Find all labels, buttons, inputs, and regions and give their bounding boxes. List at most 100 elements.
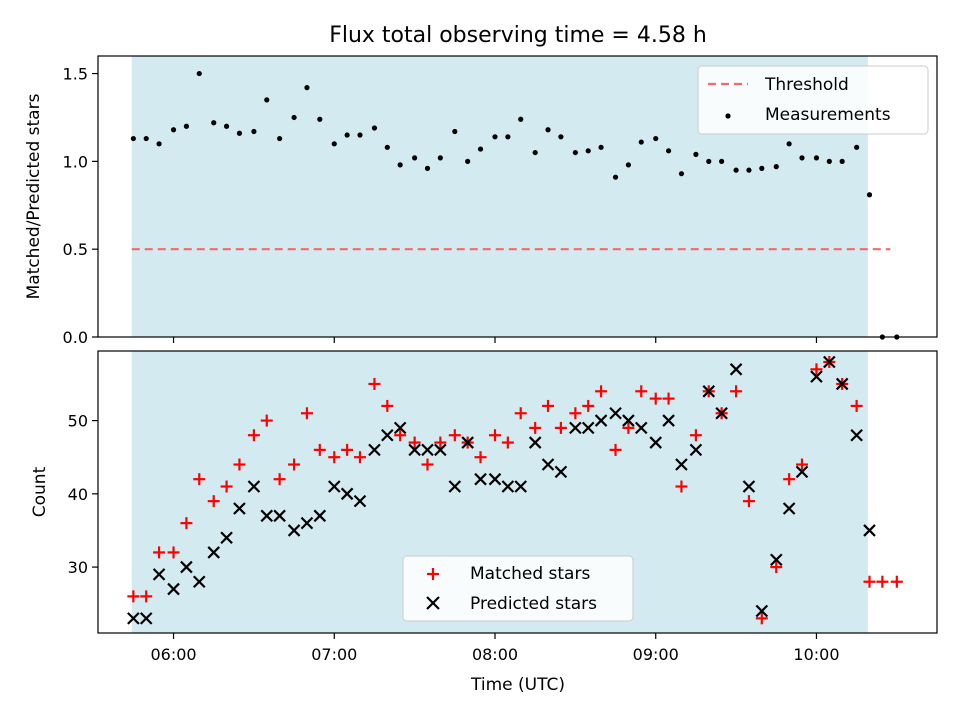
matched-star-marker (689, 429, 702, 442)
measurement-point (291, 114, 297, 121)
matched-star-marker (876, 575, 889, 588)
measurement-point (612, 174, 619, 180)
measurement-point (130, 135, 136, 142)
predicted-star-marker (180, 560, 193, 574)
top-ylabel: Matched/Predicted stars (24, 93, 44, 299)
predicted-star-marker (689, 443, 703, 457)
predicted-star-marker (273, 509, 286, 523)
bottom-xlabel: Time (UTC) (470, 675, 565, 695)
matched-star-marker (207, 495, 220, 508)
matched-star-marker (609, 443, 622, 456)
matched-star-marker (554, 421, 567, 434)
matched-star-marker (153, 546, 166, 559)
predicted-star-marker (662, 414, 675, 427)
predicted-star-marker (207, 546, 221, 559)
predicted-star-marker (192, 575, 206, 589)
measurement-point (251, 128, 257, 135)
predicted-star-marker (139, 612, 153, 625)
matched-star-marker (635, 385, 648, 398)
measurement-point (156, 141, 162, 147)
measurement-point (799, 155, 805, 161)
matched-star-marker (810, 363, 823, 376)
predicted-star-marker (340, 487, 354, 501)
matched-star-marker (850, 399, 863, 412)
matched-star-marker (448, 429, 461, 442)
matched-star-marker (529, 421, 542, 434)
legend-matched-swatch (427, 568, 439, 580)
bottom-xtick-label: 08:00 (472, 645, 518, 664)
measurement-point (344, 132, 350, 138)
matched-star-marker (595, 385, 608, 398)
predicted-star-marker (594, 414, 608, 427)
measurement-point (585, 148, 591, 154)
legend-measurement-swatch (725, 113, 731, 119)
predicted-star-marker (769, 553, 783, 567)
measurement-point (866, 192, 873, 198)
measurement-point (693, 151, 699, 157)
bottom-ytick-label: 40 (68, 485, 88, 504)
measurement-point (371, 125, 378, 131)
top-panel-frame (97, 55, 938, 338)
predicted-star-marker (554, 465, 568, 479)
predicted-star-marker (127, 612, 140, 625)
legend-predicted-label: Predicted stars (470, 594, 597, 614)
matched-star-marker (770, 561, 783, 574)
measurement-point (826, 158, 832, 164)
measurement-point (572, 149, 578, 156)
measurement-point (170, 127, 177, 133)
predicted-star-marker (729, 363, 743, 376)
matched-star-marker (300, 407, 313, 420)
measurement-point (437, 155, 443, 161)
measurement-point (733, 167, 739, 173)
predicted-star-marker (167, 582, 180, 596)
measurement-point (236, 130, 243, 136)
predicted-star-marker (835, 377, 849, 391)
predicted-star-marker (581, 421, 595, 435)
matched-star-marker (488, 429, 501, 442)
matched-star-marker (890, 575, 903, 588)
bottom-legend-box (402, 555, 634, 622)
measurement-point (264, 97, 270, 103)
measurement-point (545, 127, 551, 133)
measurement-point (357, 132, 363, 138)
predicted-star-marker (782, 502, 796, 515)
predicted-star-marker (287, 524, 301, 537)
predicted-star-marker (702, 385, 716, 398)
predicted-star-marker (609, 406, 622, 420)
predicted-star-marker (152, 568, 166, 581)
bottom-ytick-label: 30 (68, 558, 88, 577)
predicted-star-marker (300, 516, 314, 530)
predicted-star-marker (634, 421, 648, 435)
matched-star-marker (353, 451, 366, 464)
measurement-point (304, 85, 310, 91)
matched-star-marker (408, 436, 421, 449)
matched-star-marker (167, 546, 180, 559)
matched-star-marker (341, 443, 354, 456)
predicted-star-marker (649, 436, 663, 449)
measurement-point (665, 148, 672, 154)
measurement-point (558, 134, 564, 140)
measurement-point (518, 116, 524, 122)
bottom-legend: Matched stars Predicted stars (402, 555, 634, 622)
top-legend-box (697, 65, 929, 135)
predicted-star-marker (541, 458, 555, 471)
matched-star-marker (288, 458, 301, 471)
measurement-point (317, 116, 323, 122)
matched-star-marker (260, 414, 273, 427)
measurement-point (424, 165, 431, 171)
matched-star-marker (662, 392, 675, 405)
matched-star-marker (783, 473, 796, 486)
predicted-star-marker (742, 480, 756, 493)
matched-star-marker (542, 399, 555, 412)
measurement-point (477, 146, 484, 152)
predicted-star-marker (528, 436, 542, 449)
predicted-star-marker (313, 509, 327, 523)
matched-star-marker (394, 429, 407, 442)
predicted-star-marker (408, 443, 421, 457)
predicted-star-marker (474, 472, 487, 486)
matched-star-marker (730, 385, 743, 398)
predicted-star-marker (569, 421, 582, 435)
predicted-star-marker (850, 428, 863, 442)
bottom-panel-frame (97, 350, 938, 634)
measurement-point (196, 70, 202, 77)
